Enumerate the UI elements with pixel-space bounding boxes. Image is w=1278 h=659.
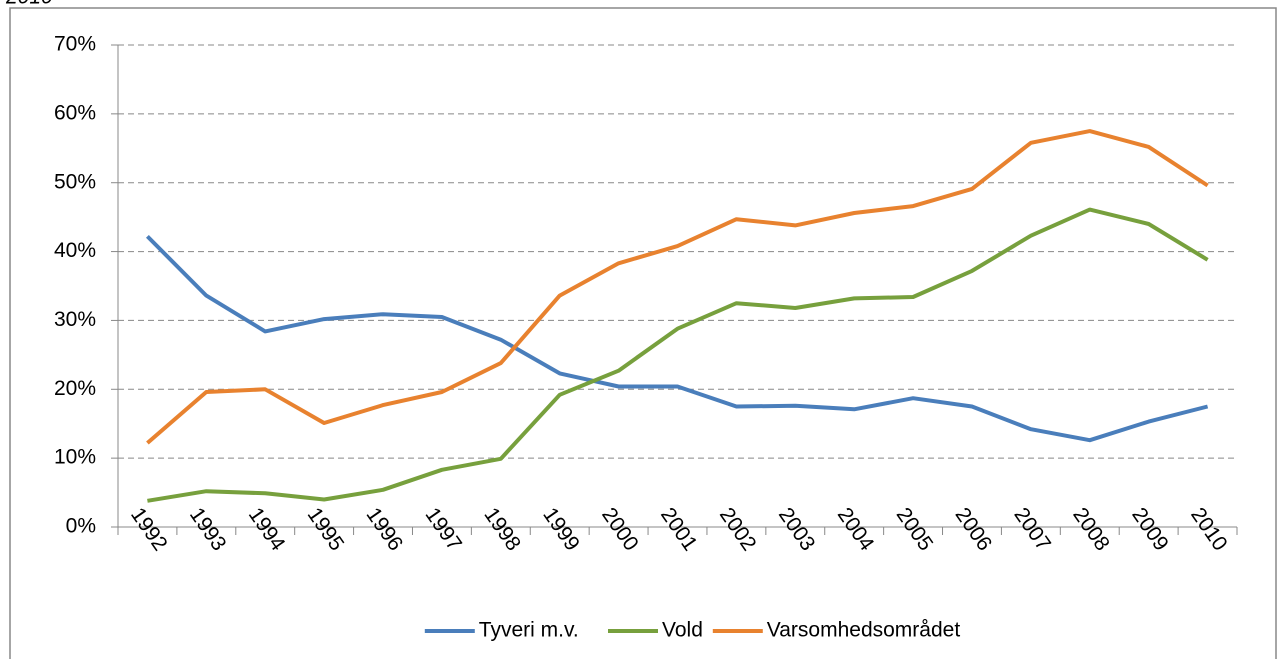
y-tick-label: 0%	[66, 515, 96, 538]
x-tick-label: 1998	[479, 504, 525, 555]
x-tick-label: 2004	[833, 504, 879, 556]
x-tick-label: 1995	[303, 504, 349, 555]
x-tick-label: 2001	[656, 504, 702, 555]
legend-label: Varsomhedsområdet	[767, 619, 961, 642]
chart-title: 2010	[5, 0, 53, 9]
y-tick-label: 50%	[54, 170, 96, 193]
x-tick-label: 1999	[538, 504, 584, 555]
x-tick-label: 1996	[362, 504, 408, 555]
legend-label: Tyveri m.v.	[479, 619, 579, 642]
x-tick-label: 2010	[1186, 504, 1232, 555]
x-tick-label: 1997	[420, 504, 466, 555]
x-tick-label: 1993	[185, 504, 231, 555]
legend-label: Vold	[662, 619, 703, 642]
series-line	[145, 234, 1209, 443]
y-tick-label: 30%	[54, 308, 96, 331]
x-tick-label: 2007	[1009, 504, 1055, 555]
x-tick-label: 2003	[774, 504, 820, 555]
x-tick-label: 2006	[951, 504, 997, 555]
y-tick-label: 10%	[54, 446, 96, 469]
x-tick-label: 2009	[1127, 504, 1173, 555]
y-tick-label: 40%	[54, 239, 96, 262]
x-tick-label: 1992	[126, 504, 172, 555]
y-tick-label: 20%	[54, 377, 96, 400]
series-line	[147, 207, 1209, 503]
y-tick-label: 60%	[54, 101, 96, 124]
series-line	[146, 129, 1209, 445]
x-tick-label: 2002	[715, 504, 761, 555]
x-tick-label: 2008	[1068, 504, 1114, 555]
y-tick-label: 70%	[54, 33, 96, 56]
x-tick-label: 2000	[597, 504, 643, 555]
x-tick-label: 1994	[244, 504, 290, 556]
chart-frame	[9, 7, 1277, 659]
x-tick-label: 2005	[892, 504, 938, 555]
